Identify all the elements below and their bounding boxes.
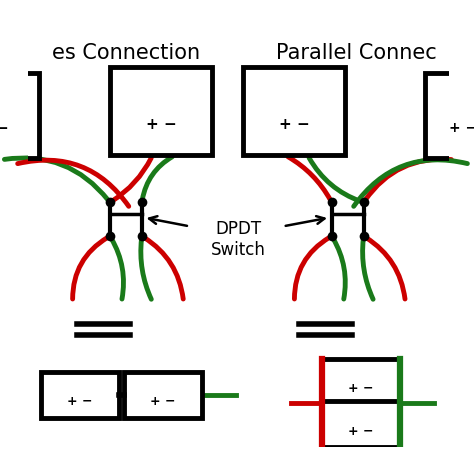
FancyBboxPatch shape bbox=[322, 401, 400, 447]
Text: + −: + − bbox=[279, 117, 310, 132]
FancyBboxPatch shape bbox=[110, 67, 212, 155]
FancyBboxPatch shape bbox=[322, 358, 400, 405]
FancyBboxPatch shape bbox=[425, 73, 474, 157]
Text: + −: + − bbox=[348, 382, 374, 395]
Text: + −: + − bbox=[146, 117, 177, 132]
FancyBboxPatch shape bbox=[0, 73, 39, 157]
Text: es Connection: es Connection bbox=[52, 43, 200, 63]
Text: DPDT
Switch: DPDT Switch bbox=[211, 220, 266, 259]
FancyBboxPatch shape bbox=[244, 67, 346, 155]
Text: + −: + − bbox=[150, 395, 176, 408]
Text: + −: + − bbox=[348, 425, 374, 438]
FancyBboxPatch shape bbox=[41, 372, 119, 418]
FancyBboxPatch shape bbox=[124, 372, 202, 418]
Text: Parallel Connec: Parallel Connec bbox=[276, 43, 437, 63]
Text: + −: + − bbox=[449, 121, 474, 135]
Text: −: − bbox=[0, 120, 8, 136]
Text: + −: + − bbox=[67, 395, 92, 408]
